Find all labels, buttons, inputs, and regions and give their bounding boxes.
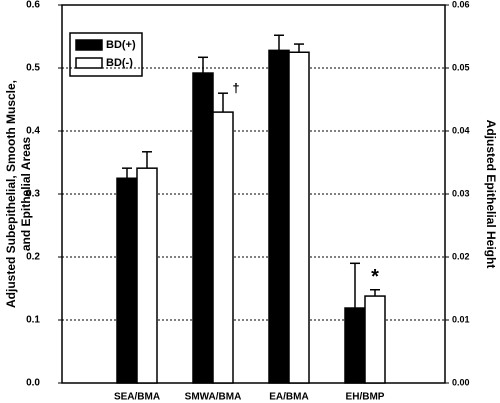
y-tick-label: 0.6	[26, 0, 40, 11]
y2-axis-title: Adjusted Epithelial Height	[484, 120, 498, 269]
y2-tick-label: 0.01	[452, 314, 470, 324]
bar	[268, 49, 290, 384]
y2-tick-label: 0.03	[452, 188, 470, 198]
y2-tick-label: 0.04	[452, 125, 470, 135]
bar	[116, 177, 138, 384]
y2-tick-label: 0.06	[452, 0, 470, 9]
bar	[344, 307, 366, 384]
x-tick-label: SEA/BMA	[114, 392, 160, 403]
bar	[364, 295, 386, 384]
y-tick-label: 0.5	[26, 63, 40, 74]
bar	[212, 111, 234, 384]
y-tick-label: 0.2	[26, 252, 40, 263]
y2-tick-label: 0.00	[452, 377, 470, 387]
bar	[288, 51, 310, 384]
annotation: †	[232, 81, 239, 96]
legend-label: BD(+)	[106, 39, 136, 51]
y-tick-label: 0.1	[26, 315, 40, 326]
legend-swatch	[75, 57, 103, 69]
y2-tick-label: 0.05	[452, 62, 470, 72]
y-tick-label: 0.3	[26, 189, 40, 200]
x-tick-label: EH/BMP	[346, 392, 385, 403]
x-tick-label: SMWA/BMA	[185, 392, 242, 403]
y-tick-label: 0.4	[26, 126, 40, 137]
legend-label: BD(-)	[106, 57, 133, 69]
y-axis-title: Adjusted Subepithelial, Smooth Muscle,	[4, 80, 18, 308]
bar	[192, 72, 214, 384]
x-tick-label: EA/BMA	[269, 392, 308, 403]
legend-swatch	[75, 39, 103, 51]
y-axis-title: and Epithelial Areas	[19, 137, 33, 252]
y2-tick-label: 0.02	[452, 251, 470, 261]
bar	[136, 167, 158, 384]
annotation: *	[371, 266, 379, 288]
y-tick-label: 0.0	[26, 378, 40, 389]
